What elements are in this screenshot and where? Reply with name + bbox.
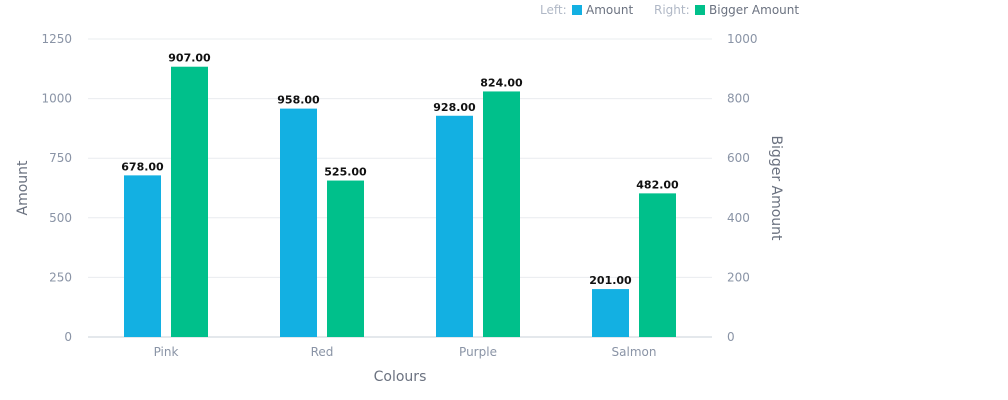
right-tick-label: 0 <box>727 330 735 344</box>
bar-amount-pink[interactable] <box>124 175 161 337</box>
right-axis-ticks: 0 200 400 600 800 1000 <box>727 32 758 344</box>
right-tick-label: 200 <box>727 270 750 284</box>
data-label-amount-salmon: 201.00 <box>589 274 632 287</box>
left-axis-ticks: 0 250 500 750 1000 1250 <box>41 32 72 344</box>
data-labels: 678.00 907.00 958.00 525.00 928.00 824.00 201.… <box>121 52 679 287</box>
right-tick-label: 600 <box>727 151 750 165</box>
legend-prefix-left: Left: <box>540 3 567 17</box>
bar-amount-red[interactable] <box>280 108 317 338</box>
left-axis-title: Amount <box>15 160 31 216</box>
legend-label-bigger-amount[interactable]: Bigger Amount <box>709 3 799 17</box>
x-tick-label: Red <box>311 345 334 359</box>
bar-bigger-amount-red[interactable] <box>327 180 364 337</box>
legend-label-amount[interactable]: Amount <box>586 3 633 17</box>
data-label-bigger-amount-red: 525.00 <box>324 166 367 179</box>
legend-prefix-right: Right: <box>654 3 690 17</box>
bar-bigger-amount-purple[interactable] <box>483 91 520 337</box>
x-axis-title: Colours <box>374 369 427 385</box>
left-tick-label: 1000 <box>41 92 72 106</box>
data-label-amount-pink: 678.00 <box>121 160 164 173</box>
right-tick-label: 800 <box>727 92 750 106</box>
left-tick-label: 500 <box>49 211 72 225</box>
x-tick-label: Salmon <box>612 345 657 359</box>
left-tick-label: 250 <box>49 270 72 284</box>
right-axis-title: Bigger Amount <box>768 135 784 241</box>
left-tick-label: 750 <box>49 151 72 165</box>
data-label-bigger-amount-pink: 907.00 <box>168 52 211 65</box>
right-tick-label: 1000 <box>727 32 758 46</box>
left-tick-label: 1250 <box>41 32 72 46</box>
legend-swatch-bigger-amount <box>695 5 705 15</box>
bar-amount-purple[interactable] <box>436 115 473 337</box>
bars <box>124 66 676 338</box>
data-label-bigger-amount-purple: 824.00 <box>480 76 523 89</box>
data-label-bigger-amount-salmon: 482.00 <box>636 178 679 191</box>
x-tick-label: Purple <box>459 345 497 359</box>
right-tick-label: 400 <box>727 211 750 225</box>
x-axis-ticks: Pink Red Purple Salmon <box>154 345 657 359</box>
bar-amount-salmon[interactable] <box>592 289 629 337</box>
legend: Left: Amount Right: Bigger Amount <box>540 3 799 17</box>
data-label-amount-red: 958.00 <box>277 94 320 107</box>
bar-bigger-amount-salmon[interactable] <box>639 193 676 337</box>
left-tick-label: 0 <box>64 330 72 344</box>
bar-bigger-amount-pink[interactable] <box>171 66 208 338</box>
data-label-amount-purple: 928.00 <box>433 101 476 114</box>
x-tick-label: Pink <box>154 345 179 359</box>
legend-swatch-amount <box>572 5 582 15</box>
